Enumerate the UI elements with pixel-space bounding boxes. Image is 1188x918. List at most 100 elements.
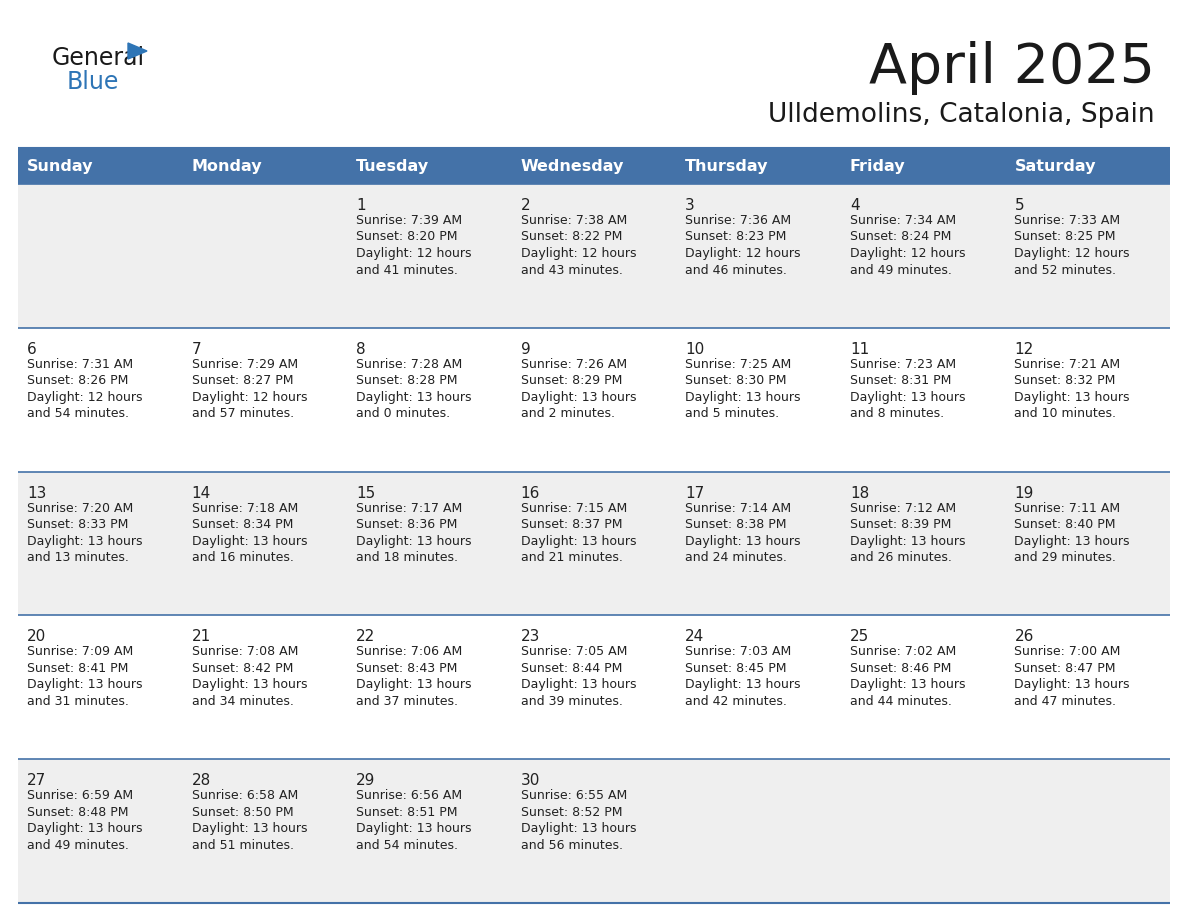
Text: 11: 11	[849, 341, 870, 357]
Text: and 34 minutes.: and 34 minutes.	[191, 695, 293, 708]
Text: and 52 minutes.: and 52 minutes.	[1015, 263, 1117, 276]
Text: 18: 18	[849, 486, 870, 500]
Text: Friday: Friday	[849, 159, 905, 174]
Text: Daylight: 13 hours: Daylight: 13 hours	[356, 534, 472, 548]
Text: Sunset: 8:25 PM: Sunset: 8:25 PM	[1015, 230, 1116, 243]
Text: Daylight: 13 hours: Daylight: 13 hours	[356, 391, 472, 404]
Text: Daylight: 13 hours: Daylight: 13 hours	[27, 823, 143, 835]
Text: Sunrise: 7:23 AM: Sunrise: 7:23 AM	[849, 358, 956, 371]
Text: Daylight: 13 hours: Daylight: 13 hours	[849, 678, 966, 691]
Text: Sunrise: 7:28 AM: Sunrise: 7:28 AM	[356, 358, 462, 371]
Text: Sunset: 8:20 PM: Sunset: 8:20 PM	[356, 230, 457, 243]
Text: and 57 minutes.: and 57 minutes.	[191, 408, 293, 420]
Text: 30: 30	[520, 773, 541, 789]
Text: and 44 minutes.: and 44 minutes.	[849, 695, 952, 708]
Text: 20: 20	[27, 630, 46, 644]
Text: Ulldemolins, Catalonia, Spain: Ulldemolins, Catalonia, Spain	[769, 102, 1155, 128]
Text: Sunrise: 7:15 AM: Sunrise: 7:15 AM	[520, 501, 627, 515]
Bar	[18, 148, 1170, 184]
Text: Sunset: 8:39 PM: Sunset: 8:39 PM	[849, 518, 952, 532]
Text: Sunset: 8:47 PM: Sunset: 8:47 PM	[1015, 662, 1116, 675]
Text: 14: 14	[191, 486, 210, 500]
Text: Sunrise: 7:05 AM: Sunrise: 7:05 AM	[520, 645, 627, 658]
Text: Sunset: 8:33 PM: Sunset: 8:33 PM	[27, 518, 128, 532]
Text: Sunrise: 7:33 AM: Sunrise: 7:33 AM	[1015, 214, 1120, 227]
Text: Sunset: 8:23 PM: Sunset: 8:23 PM	[685, 230, 786, 243]
Text: and 8 minutes.: and 8 minutes.	[849, 408, 944, 420]
Text: 16: 16	[520, 486, 541, 500]
Text: and 21 minutes.: and 21 minutes.	[520, 551, 623, 564]
Text: Sunrise: 7:17 AM: Sunrise: 7:17 AM	[356, 501, 462, 515]
Text: Sunset: 8:34 PM: Sunset: 8:34 PM	[191, 518, 293, 532]
Text: 28: 28	[191, 773, 210, 789]
Text: General: General	[52, 46, 145, 70]
Bar	[18, 759, 1170, 903]
Text: Sunrise: 6:55 AM: Sunrise: 6:55 AM	[520, 789, 627, 802]
Text: Sunset: 8:52 PM: Sunset: 8:52 PM	[520, 806, 623, 819]
Text: Sunrise: 7:00 AM: Sunrise: 7:00 AM	[1015, 645, 1120, 658]
Text: and 56 minutes.: and 56 minutes.	[520, 839, 623, 852]
Text: 4: 4	[849, 198, 859, 213]
Text: April 2025: April 2025	[868, 41, 1155, 95]
Text: Daylight: 13 hours: Daylight: 13 hours	[356, 823, 472, 835]
Text: 27: 27	[27, 773, 46, 789]
Text: Daylight: 13 hours: Daylight: 13 hours	[1015, 534, 1130, 548]
Text: Sunset: 8:46 PM: Sunset: 8:46 PM	[849, 662, 952, 675]
Text: 22: 22	[356, 630, 375, 644]
Text: Sunrise: 7:20 AM: Sunrise: 7:20 AM	[27, 501, 133, 515]
Text: 3: 3	[685, 198, 695, 213]
Text: Sunset: 8:38 PM: Sunset: 8:38 PM	[685, 518, 786, 532]
Text: Sunset: 8:30 PM: Sunset: 8:30 PM	[685, 375, 786, 387]
Text: 8: 8	[356, 341, 366, 357]
Text: Daylight: 13 hours: Daylight: 13 hours	[520, 391, 637, 404]
Text: 10: 10	[685, 341, 704, 357]
Text: Daylight: 13 hours: Daylight: 13 hours	[520, 823, 637, 835]
Text: and 42 minutes.: and 42 minutes.	[685, 695, 788, 708]
Text: Sunset: 8:50 PM: Sunset: 8:50 PM	[191, 806, 293, 819]
Text: Sunset: 8:45 PM: Sunset: 8:45 PM	[685, 662, 786, 675]
Text: 17: 17	[685, 486, 704, 500]
Text: Sunset: 8:41 PM: Sunset: 8:41 PM	[27, 662, 128, 675]
Text: and 18 minutes.: and 18 minutes.	[356, 551, 459, 564]
Text: and 49 minutes.: and 49 minutes.	[27, 839, 128, 852]
Text: 7: 7	[191, 341, 201, 357]
Text: Sunrise: 7:06 AM: Sunrise: 7:06 AM	[356, 645, 462, 658]
Text: Daylight: 13 hours: Daylight: 13 hours	[520, 534, 637, 548]
Text: 6: 6	[27, 341, 37, 357]
Text: 23: 23	[520, 630, 541, 644]
Text: Blue: Blue	[67, 70, 119, 94]
Text: Sunset: 8:37 PM: Sunset: 8:37 PM	[520, 518, 623, 532]
Text: Sunrise: 7:36 AM: Sunrise: 7:36 AM	[685, 214, 791, 227]
Text: 26: 26	[1015, 630, 1034, 644]
Text: Sunset: 8:24 PM: Sunset: 8:24 PM	[849, 230, 952, 243]
Text: 5: 5	[1015, 198, 1024, 213]
Text: 9: 9	[520, 341, 531, 357]
Text: Sunset: 8:44 PM: Sunset: 8:44 PM	[520, 662, 623, 675]
Text: and 41 minutes.: and 41 minutes.	[356, 263, 459, 276]
Text: Daylight: 12 hours: Daylight: 12 hours	[1015, 247, 1130, 260]
Text: Monday: Monday	[191, 159, 263, 174]
Text: 25: 25	[849, 630, 870, 644]
Text: Sunset: 8:51 PM: Sunset: 8:51 PM	[356, 806, 457, 819]
Text: Sunrise: 7:02 AM: Sunrise: 7:02 AM	[849, 645, 956, 658]
Text: Tuesday: Tuesday	[356, 159, 429, 174]
Text: and 39 minutes.: and 39 minutes.	[520, 695, 623, 708]
Text: Sunrise: 7:08 AM: Sunrise: 7:08 AM	[191, 645, 298, 658]
Text: 1: 1	[356, 198, 366, 213]
Text: Daylight: 13 hours: Daylight: 13 hours	[849, 534, 966, 548]
Text: Sunrise: 6:59 AM: Sunrise: 6:59 AM	[27, 789, 133, 802]
Text: Sunrise: 6:56 AM: Sunrise: 6:56 AM	[356, 789, 462, 802]
Text: Daylight: 13 hours: Daylight: 13 hours	[191, 678, 307, 691]
Bar	[18, 328, 1170, 472]
Text: Daylight: 12 hours: Daylight: 12 hours	[356, 247, 472, 260]
Text: Daylight: 13 hours: Daylight: 13 hours	[849, 391, 966, 404]
Bar	[18, 615, 1170, 759]
Text: Daylight: 13 hours: Daylight: 13 hours	[685, 534, 801, 548]
Text: and 10 minutes.: and 10 minutes.	[1015, 408, 1117, 420]
Text: 13: 13	[27, 486, 46, 500]
Text: Sunset: 8:28 PM: Sunset: 8:28 PM	[356, 375, 457, 387]
Text: and 51 minutes.: and 51 minutes.	[191, 839, 293, 852]
Text: 19: 19	[1015, 486, 1034, 500]
Text: Sunrise: 7:38 AM: Sunrise: 7:38 AM	[520, 214, 627, 227]
Polygon shape	[128, 43, 147, 59]
